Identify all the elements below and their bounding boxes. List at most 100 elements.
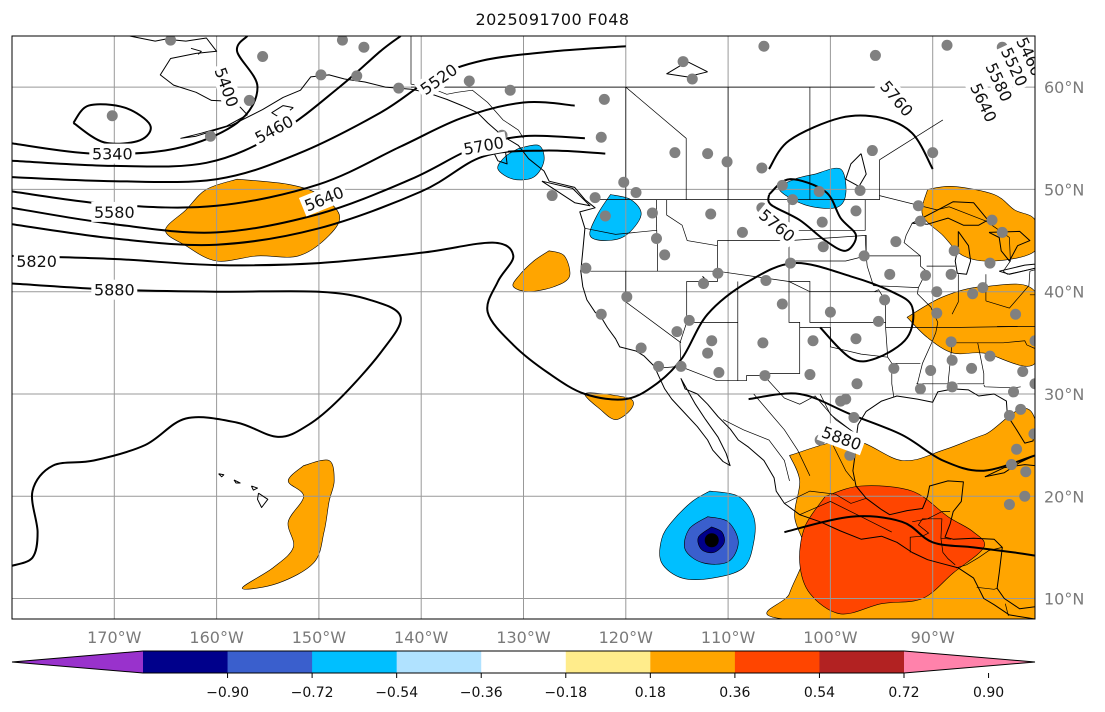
station-marker bbox=[948, 245, 960, 257]
border-line bbox=[951, 274, 959, 315]
station-marker bbox=[1029, 335, 1035, 347]
lon-tick-label: 140°W bbox=[394, 628, 449, 647]
station-marker bbox=[669, 147, 681, 159]
coastline bbox=[1034, 250, 1035, 252]
coastline bbox=[541, 180, 591, 207]
station-marker bbox=[165, 36, 177, 46]
station-marker bbox=[884, 268, 896, 280]
station-marker bbox=[986, 214, 998, 226]
height-contour-5760 bbox=[767, 178, 858, 252]
station-marker bbox=[869, 49, 881, 61]
colorbar-tick-label: 0.90 bbox=[973, 685, 1004, 701]
station-marker bbox=[854, 184, 866, 196]
station-marker bbox=[807, 335, 819, 347]
lat-tick-label: 20°N bbox=[1044, 487, 1084, 506]
colorbar-tick-label: −0.36 bbox=[460, 685, 503, 701]
border-line bbox=[830, 439, 855, 482]
station-marker bbox=[816, 216, 828, 228]
colorbar-segment bbox=[734, 651, 820, 673]
colorbar-segment bbox=[143, 651, 229, 673]
station-marker bbox=[595, 131, 607, 143]
lon-tick-label: 160°W bbox=[189, 628, 244, 647]
station-marker bbox=[945, 336, 957, 348]
border-line bbox=[789, 281, 886, 323]
height-contours-layer bbox=[12, 36, 1035, 567]
station-marker bbox=[996, 226, 1008, 238]
contour-label: 5880 bbox=[91, 279, 138, 300]
border-line bbox=[819, 393, 854, 433]
station-marker bbox=[659, 249, 671, 261]
border-line bbox=[1004, 603, 1009, 616]
border-line bbox=[584, 227, 657, 235]
coastline bbox=[129, 36, 166, 42]
station-marker bbox=[1020, 466, 1032, 478]
station-marker bbox=[243, 94, 255, 106]
station-marker bbox=[1019, 490, 1031, 502]
station-marker bbox=[257, 50, 269, 62]
colorbar-tick-label: 0.36 bbox=[719, 685, 750, 701]
lat-tick-label: 60°N bbox=[1044, 78, 1084, 97]
station-marker bbox=[315, 69, 327, 81]
station-marker bbox=[635, 342, 647, 354]
station-marker bbox=[888, 362, 900, 374]
station-marker bbox=[1029, 378, 1035, 390]
station-marker bbox=[1091, 279, 1102, 290]
coastline bbox=[218, 473, 225, 478]
station-marker bbox=[977, 282, 989, 294]
station-marker bbox=[941, 39, 953, 51]
station-marker bbox=[650, 233, 662, 245]
station-marker bbox=[925, 364, 937, 376]
station-marker bbox=[621, 291, 633, 303]
station-marker bbox=[702, 148, 714, 160]
border-line bbox=[909, 518, 943, 553]
station-marker bbox=[599, 210, 611, 222]
height-contour-5340 bbox=[72, 103, 152, 145]
colorbar-segment bbox=[565, 651, 651, 673]
station-marker bbox=[630, 186, 642, 198]
border-line bbox=[983, 384, 1021, 389]
station-marker bbox=[106, 110, 118, 122]
coastline bbox=[159, 37, 1035, 619]
contour-label: 5340 bbox=[89, 143, 136, 164]
station-marker bbox=[912, 200, 924, 212]
station-marker bbox=[698, 278, 710, 290]
station-marker bbox=[721, 156, 733, 168]
station-marker bbox=[835, 395, 847, 407]
border-line bbox=[799, 327, 888, 358]
border-line bbox=[1029, 269, 1035, 272]
contour-label-text: 5880 bbox=[94, 281, 135, 300]
height-contour-5880 bbox=[748, 392, 1035, 472]
station-marker bbox=[677, 56, 689, 68]
lon-tick-label: 150°W bbox=[292, 628, 347, 647]
station-marker bbox=[336, 36, 348, 46]
station-marker bbox=[931, 286, 943, 298]
border-line bbox=[874, 289, 895, 398]
coastline bbox=[845, 153, 867, 187]
station-marker bbox=[914, 383, 926, 395]
lat-tick-label: 30°N bbox=[1044, 385, 1084, 404]
colorbar-extend-low bbox=[12, 651, 143, 673]
station-marker bbox=[946, 381, 958, 393]
station-marker bbox=[1011, 443, 1023, 455]
station-marker bbox=[393, 82, 405, 94]
map-frame bbox=[11, 35, 1036, 620]
station-marker bbox=[804, 369, 816, 381]
station-marker bbox=[850, 333, 862, 345]
station-marker bbox=[946, 354, 958, 366]
border-line bbox=[722, 419, 790, 481]
station-marker bbox=[848, 412, 860, 424]
station-marker bbox=[817, 241, 829, 253]
station-marker bbox=[927, 147, 939, 159]
station-marker bbox=[824, 306, 836, 318]
height-contour-5760 bbox=[768, 114, 934, 170]
station-marker bbox=[712, 267, 724, 279]
station-marker bbox=[850, 205, 862, 217]
border-line bbox=[864, 235, 874, 286]
coastline bbox=[250, 485, 258, 491]
contour-label: 5580 bbox=[91, 201, 138, 222]
height-contour-5520 bbox=[12, 45, 626, 184]
height-contour-5880 bbox=[784, 515, 1035, 557]
colorbar-segment bbox=[227, 651, 313, 673]
height-contour-5700 bbox=[12, 149, 606, 247]
border-line bbox=[717, 235, 867, 262]
